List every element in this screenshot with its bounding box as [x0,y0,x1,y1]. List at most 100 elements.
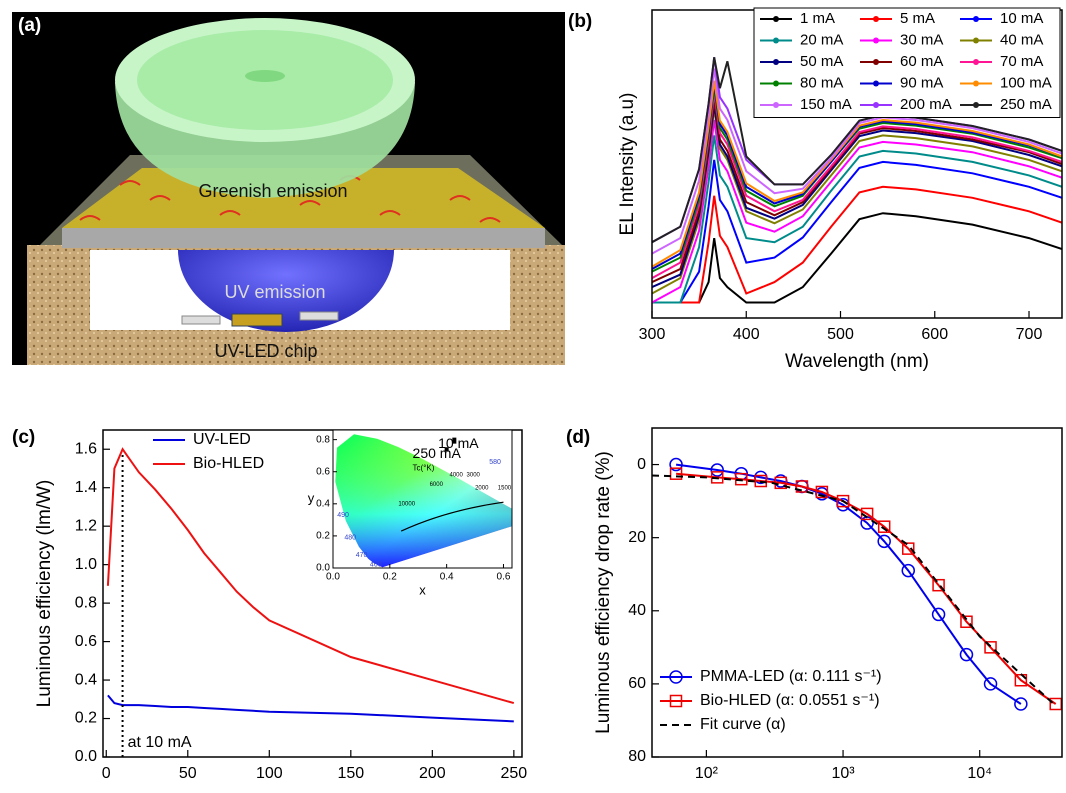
chip [231,313,283,327]
data-point [932,578,945,592]
chromaticity-point [452,437,457,444]
planckian-locus [400,501,504,532]
wavelength-label: 490 [337,512,349,519]
data-point [877,534,891,549]
wavelength-label: 580 [489,459,501,466]
series-line [652,159,1062,304]
x-tick-label: 400 [733,326,760,343]
legend-marker [873,59,879,65]
x-tick-label: 250 [500,765,527,782]
x-tick-label: 500 [827,326,854,343]
inset-y-tick-label: 0.8 [316,434,330,445]
y-axis-title: Luminous efficiency (lm/W) [34,480,55,708]
legend-marker [773,16,779,22]
plot-area [652,57,1062,304]
y-tick-label: 0.4 [75,671,97,688]
legend-marker [873,16,879,22]
legend-label: 70 mA [1000,53,1043,70]
reference-label: at 10 mA [128,734,192,751]
inset-y-tick-label: 0.2 [316,531,330,542]
data-point [959,647,974,662]
legend-marker [973,80,979,87]
x-tick-label: 150 [337,765,364,782]
y-tick-label: 0.8 [75,594,97,611]
legend-label: 80 mA [800,74,843,91]
series-line [106,447,515,705]
wavelength-label: 480 [344,534,356,541]
series-line [652,80,1062,268]
inset-x-tick-label: 0.2 [383,572,397,583]
series-line [652,185,1062,304]
wavelength-label: 460 [370,562,382,569]
series-line [107,694,514,723]
data-point [754,474,768,488]
series-line [652,57,1062,244]
legend-label: UV-LED [193,431,251,448]
cct-label: 6000 [430,482,444,488]
series-line [652,68,1062,255]
phosphor-layer [62,168,545,228]
legend-label: Bio-HLED [193,455,264,472]
data-point [815,485,829,499]
legend-label: 1 mA [800,10,835,27]
legend-marker [873,80,879,87]
y-tick-label: 1.2 [75,517,97,534]
data-point [931,607,946,622]
legend-label: 40 mA [1000,31,1043,48]
y-tick-label: 40 [628,602,646,619]
cie-diagram-shade [335,434,512,568]
chip-pad [299,311,339,321]
inset-annotation: 10 mA [438,435,479,451]
x-tick-label: 200 [419,765,446,782]
inset-frame [332,429,513,569]
panel-label: (a) [18,15,41,36]
legend-marker [973,102,979,108]
x-tick-label: 0 [102,765,111,782]
panel-label: (b) [568,11,592,32]
y-tick-label: 60 [628,675,646,692]
legend-label: 60 mA [900,53,943,70]
inset-y-tick-label: 0.0 [316,563,330,574]
substrate [62,228,545,248]
inset-x-tick-label: 0.4 [440,572,454,583]
x-tick-label: 50 [179,765,197,782]
cct-label: 1500 [498,485,512,491]
x-tick-label: 700 [1016,326,1043,343]
legend-label: 90 mA [900,74,943,91]
x-tick-label: 10⁴ [967,765,992,782]
illustration-text: UV emission [224,282,325,302]
x-tick-label: 10² [695,765,719,782]
legend-label: 50 mA [800,53,843,70]
legend-label: 10 mA [1000,10,1043,27]
legend-label: 250 mA [1000,96,1052,113]
legend-label: 200 mA [900,96,952,113]
plot-frame [651,427,1063,758]
data-point [960,615,973,628]
wavelength-label: 470 [356,552,368,559]
y-tick-label: 80 [628,748,646,765]
legend-marker [973,16,979,22]
y-tick-label: 0.2 [75,710,97,727]
series-line [652,212,1062,304]
x-tick-label: 300 [639,326,666,343]
legend-box [753,7,1061,118]
data-point [836,494,850,508]
y-tick-label: 0.6 [75,633,97,650]
data-point [984,641,997,654]
legend-label: Fit curve (α) [700,716,786,733]
y-tick-label: 1.4 [75,479,97,496]
inset-y-title: y [308,490,315,505]
legend-label: 5 mA [900,10,935,27]
inset-x-tick-label: 0.6 [497,572,511,583]
series-line [652,474,1057,707]
legend-marker [669,670,683,684]
series-line [652,119,1062,304]
legend-marker [873,37,879,44]
legend-label: Bio-HLED (α: 0.0551 s⁻¹) [700,692,880,709]
green-dome-center [245,70,285,82]
y-tick-label: 20 [628,529,646,546]
data-point [710,463,724,477]
plot-area [106,447,515,723]
cct-label: 2000 [475,485,489,491]
legend-marker [773,59,779,65]
